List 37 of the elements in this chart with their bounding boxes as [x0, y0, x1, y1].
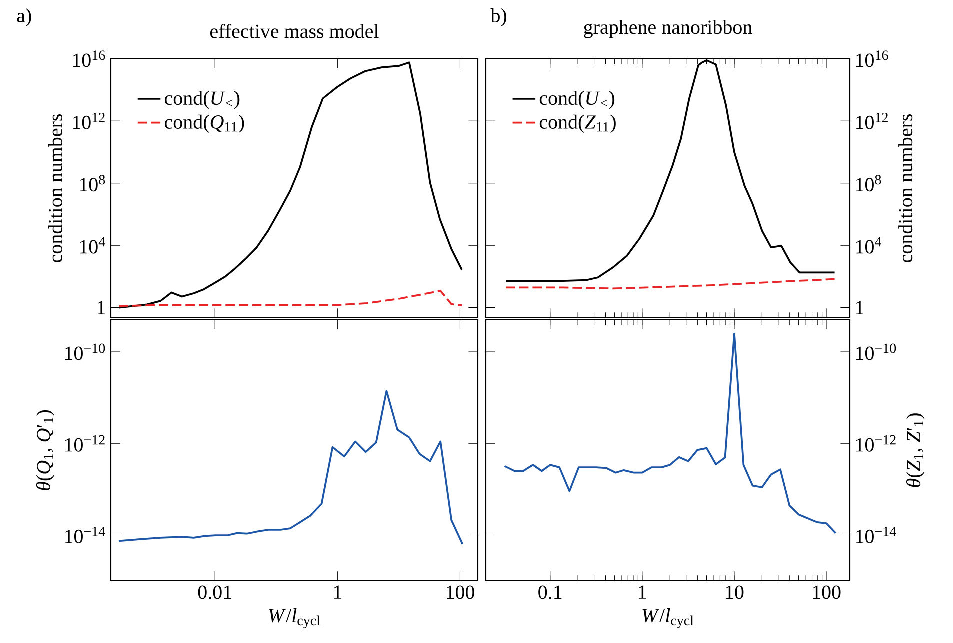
x-tick-label: 100 [813, 586, 841, 600]
x-tick-label: 100 [446, 586, 474, 600]
chart-title: graphene nanoribbon [584, 20, 752, 38]
legend-label: cond(U$_{<}$) [164, 91, 240, 110]
legend-label: cond(U$_{<}$) [540, 91, 615, 110]
chart-title: effective mass model [210, 24, 379, 38]
y-tick-label: 10$^{−14}$ [65, 527, 106, 544]
text: θ(Z$_{1}$, Z′$_{1}$) [906, 414, 925, 488]
y-tick-label: 10$^{−12}$ [856, 435, 896, 452]
y-tick-label: 10$^{16}$ [73, 50, 106, 68]
y-tick-label: 10$^{−14}$ [856, 527, 896, 544]
y-tick-label: 10$^{4}$ [856, 237, 882, 254]
y-tick-label: 10$^{−10}$ [65, 344, 106, 360]
x-axis-title: W/l$_{cycl}$ [269, 608, 320, 628]
x-tick-label: 1 [639, 586, 646, 599]
y-tick-label: 10$^{12}$ [73, 112, 105, 130]
x-tick-label: 1 [334, 586, 342, 599]
x-tick-label: 0.1 [538, 586, 562, 600]
x-axis-title: W/l$_{cycl}$ [642, 608, 694, 628]
y-tick-label: 10$^{4}$ [80, 237, 106, 254]
y-tick-label: 10$^{8}$ [856, 175, 882, 192]
y-axis-title: condition numbers [898, 114, 913, 262]
y-axis-title: condition numbers [48, 114, 62, 262]
y-tick-label: 10$^{−12}$ [65, 435, 105, 452]
legend-label: cond(Z$_{11}$) [540, 114, 616, 134]
y-tick-label: 10$^{8}$ [80, 175, 106, 192]
text: b) [490, 8, 506, 27]
text: θ(Q$_{1}$, Q′$_{1}$) [36, 410, 55, 490]
text: a) [17, 8, 32, 27]
x-tick-label: 10 [726, 586, 744, 600]
y-tick-label: 1 [98, 301, 106, 314]
y-tick-label: 10$^{−10}$ [856, 344, 896, 360]
y-tick-label: 1 [856, 301, 864, 314]
y-tick-label: 10$^{16}$ [856, 50, 888, 68]
legend-label: cond(Q$_{11}$) [164, 114, 244, 134]
x-tick-label: 0.01 [198, 586, 232, 600]
y-tick-label: 10$^{12}$ [856, 112, 888, 130]
